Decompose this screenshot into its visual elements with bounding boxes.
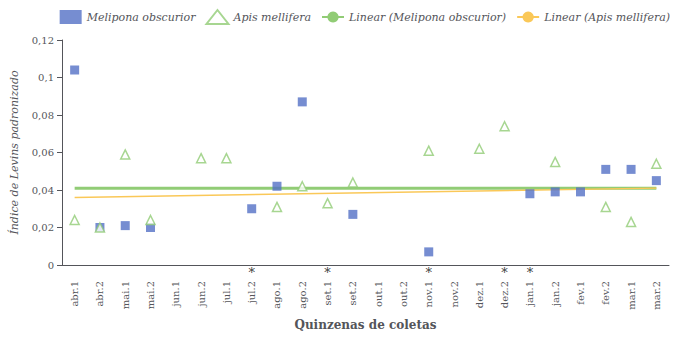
svg-text:mar.2: mar.2: [651, 281, 662, 310]
svg-text:ago.1: ago.1: [271, 281, 282, 309]
svg-text:jan.1: jan.1: [524, 281, 535, 307]
svg-text:nov.2: nov.2: [449, 281, 460, 307]
svg-text:jun.2: jun.2: [196, 281, 207, 308]
svg-text:jul.2: jul.2: [246, 281, 257, 304]
svg-text:Índice de Levins padronizado: Índice de Levins padronizado: [7, 70, 21, 235]
svg-text:jan.2: jan.2: [550, 281, 561, 307]
svg-text:0,04: 0,04: [32, 185, 54, 196]
svg-text:mai.2: mai.2: [145, 281, 156, 309]
svg-text:Apis mellifera: Apis mellifera: [232, 11, 311, 24]
svg-text:0,02: 0,02: [32, 222, 54, 233]
svg-text:*: *: [501, 265, 508, 280]
svg-text:ago.2: ago.2: [297, 281, 308, 309]
svg-text:0,06: 0,06: [32, 147, 54, 158]
svg-text:dez.1: dez.1: [474, 281, 485, 308]
svg-text:*: *: [425, 265, 432, 280]
svg-text:*: *: [248, 265, 255, 280]
svg-text:Linear (Melipona obscurior): Linear (Melipona obscurior): [348, 11, 506, 24]
svg-text:jun.1: jun.1: [170, 281, 181, 308]
svg-text:abr.1: abr.1: [69, 281, 80, 307]
svg-text:mar.1: mar.1: [626, 281, 637, 310]
svg-text:out.1: out.1: [373, 281, 384, 307]
svg-text:fev.1: fev.1: [575, 281, 586, 305]
svg-text:dez.2: dez.2: [499, 281, 510, 308]
svg-text:Melipona obscurior: Melipona obscurior: [86, 11, 197, 24]
svg-text:Linear (Apis mellifera): Linear (Apis mellifera): [543, 11, 670, 24]
svg-text:mai.1: mai.1: [120, 281, 131, 309]
svg-text:out.2: out.2: [398, 281, 409, 307]
svg-text:jul.1: jul.1: [221, 281, 232, 304]
svg-text:abr.2: abr.2: [94, 281, 105, 307]
svg-text:fev.2: fev.2: [600, 281, 611, 305]
svg-text:0,08: 0,08: [32, 110, 54, 121]
svg-text:0,1: 0,1: [38, 72, 54, 83]
svg-text:nov.1: nov.1: [423, 281, 434, 307]
svg-text:0,12: 0,12: [32, 35, 54, 46]
svg-text:*: *: [324, 265, 331, 280]
svg-text:Quinzenas de coletas: Quinzenas de coletas: [294, 318, 436, 332]
svg-text:set.1: set.1: [322, 281, 333, 306]
svg-text:*: *: [527, 265, 534, 280]
svg-text:0: 0: [48, 260, 54, 271]
svg-text:set.2: set.2: [347, 281, 358, 306]
